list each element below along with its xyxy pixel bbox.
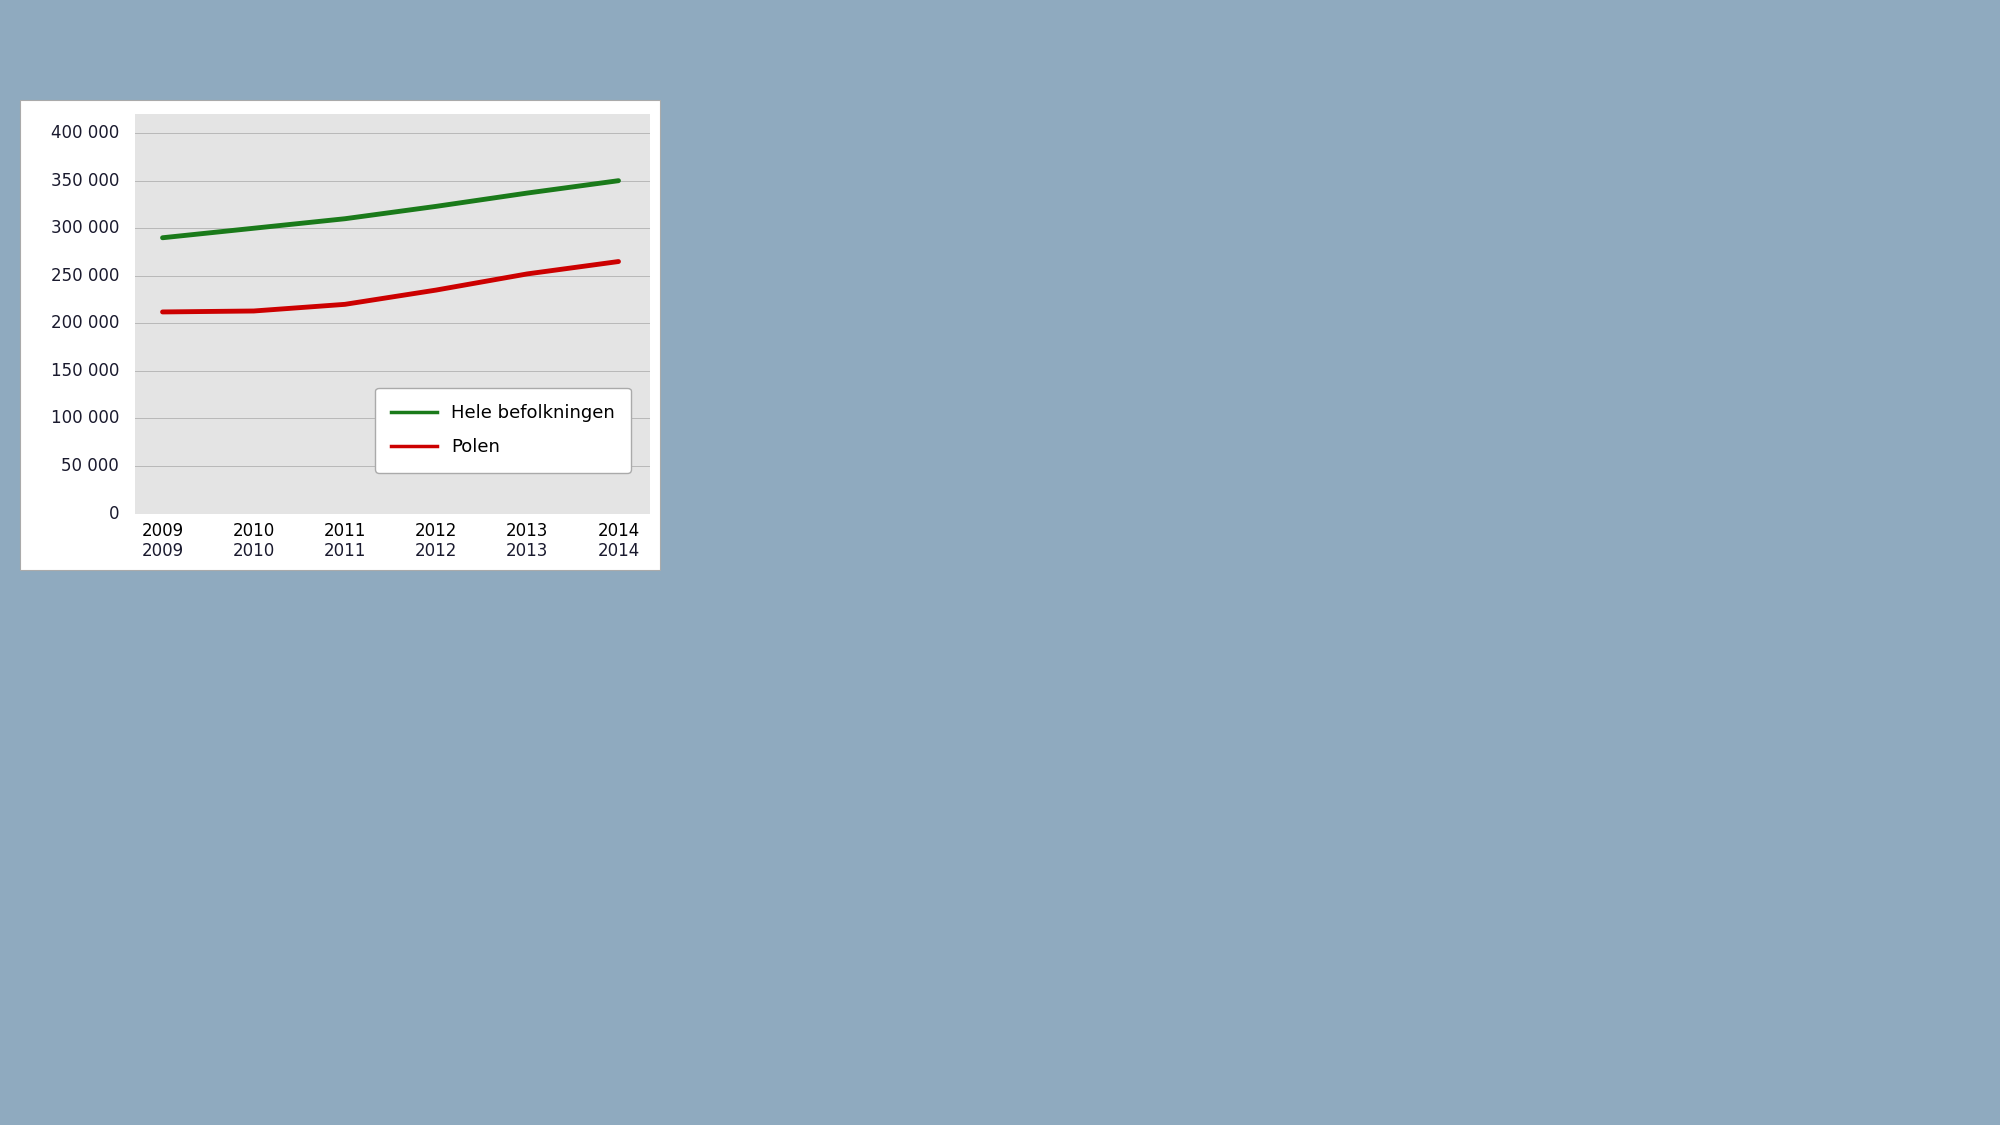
Text: 2014: 2014 xyxy=(598,542,640,560)
Text: 2011: 2011 xyxy=(324,542,366,560)
Text: 2013: 2013 xyxy=(506,542,548,560)
Text: 50 000: 50 000 xyxy=(62,457,120,475)
Text: 400 000: 400 000 xyxy=(50,124,120,142)
Text: 100 000: 100 000 xyxy=(50,410,120,428)
Text: 350 000: 350 000 xyxy=(50,172,120,190)
Legend: Hele befolkningen, Polen: Hele befolkningen, Polen xyxy=(376,388,632,472)
Text: 2012: 2012 xyxy=(414,542,458,560)
Text: 2010: 2010 xyxy=(232,542,274,560)
Text: 0: 0 xyxy=(108,505,120,523)
Text: 150 000: 150 000 xyxy=(50,362,120,380)
Text: 200 000: 200 000 xyxy=(50,314,120,332)
Text: 250 000: 250 000 xyxy=(50,267,120,285)
Text: 2009: 2009 xyxy=(142,542,184,560)
Text: 300 000: 300 000 xyxy=(50,219,120,237)
